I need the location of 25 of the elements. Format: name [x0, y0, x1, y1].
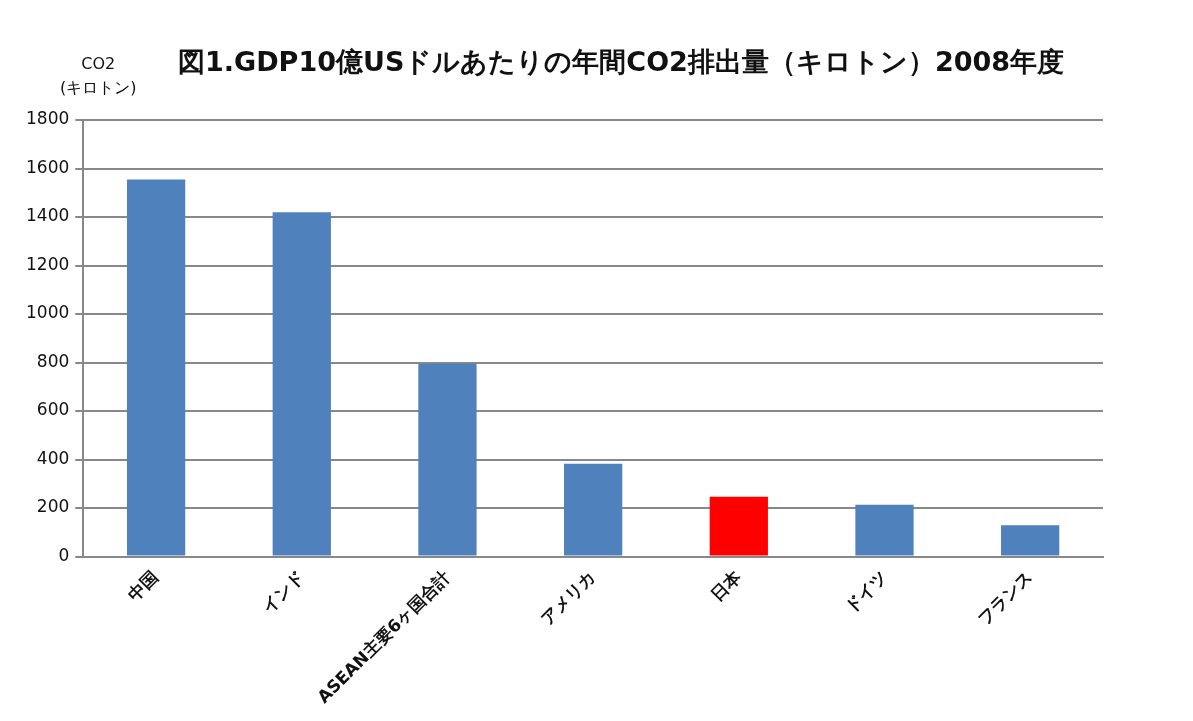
y-tick-label: 1600	[26, 156, 70, 177]
y-tick-label: 1200	[26, 253, 70, 274]
bar	[126, 179, 186, 556]
y-tick-label: 1000	[26, 302, 70, 323]
bar	[709, 496, 768, 556]
y-tick-label: 400	[36, 447, 70, 468]
x-tick-label: フランス	[973, 566, 1037, 629]
y-tick-label: 200	[36, 496, 70, 517]
bar	[272, 212, 331, 556]
x-tick-label: インド	[257, 566, 308, 617]
bar	[564, 463, 623, 556]
y-tick-label: 800	[36, 350, 70, 371]
chart-title: 図1.GDP10億USドルあたりの年間CO2排出量（キロトン）2008年度	[178, 45, 1065, 79]
x-tick-label: ドイツ	[840, 566, 891, 617]
x-tick-label: アメリカ	[536, 566, 600, 629]
bar	[855, 504, 914, 556]
y-tick-label: 1400	[26, 205, 70, 226]
y-tick-label: 1800	[26, 108, 70, 129]
x-tick-label: 中国	[123, 566, 163, 605]
bar	[418, 363, 477, 556]
x-tick-label: 日本	[706, 565, 746, 605]
y-tick-label: 0	[58, 544, 70, 565]
bar	[1001, 525, 1060, 556]
y-axis-title: CO2 (キロトン)	[60, 53, 137, 99]
y-tick-label: 600	[36, 399, 70, 420]
